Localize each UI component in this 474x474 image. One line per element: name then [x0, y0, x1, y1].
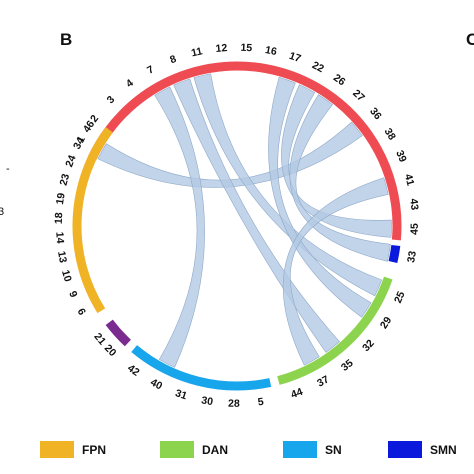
edge-number: 3 — [0, 206, 4, 218]
legend-label: FPN — [82, 443, 106, 457]
node-label: 29 — [378, 315, 395, 331]
chord-links — [97, 73, 392, 368]
node-label: 28 — [228, 398, 240, 410]
node-label: 44 — [289, 386, 304, 401]
node-label: 11 — [190, 45, 204, 59]
node-label: 5 — [257, 396, 265, 409]
node-label: 12 — [215, 42, 228, 55]
node-label: 32 — [360, 337, 377, 354]
node-label: 25 — [392, 289, 408, 305]
node-label: 43 — [407, 198, 420, 211]
node-label: 13 — [55, 250, 69, 264]
legend-label: DAN — [202, 443, 228, 457]
legend-swatch — [40, 441, 74, 458]
node-label: 15 — [240, 42, 252, 55]
network-arcs — [72, 61, 402, 391]
node-label: 22 — [310, 59, 326, 75]
legend-label: SMN — [430, 443, 457, 457]
chord-link — [154, 86, 205, 368]
arc-fpn — [72, 127, 113, 314]
node-label: 30 — [200, 394, 214, 408]
legend-swatch — [160, 441, 194, 458]
node-label: 1 — [74, 134, 87, 145]
node-label: 8 — [168, 53, 178, 66]
node-label: 39 — [393, 149, 409, 165]
node-label: 40 — [148, 376, 164, 392]
node-label: 19 — [54, 192, 68, 206]
node-label: 7 — [145, 63, 156, 76]
node-label: 24 — [63, 153, 78, 168]
legend-label: SN — [325, 443, 342, 457]
arc-red — [87, 61, 402, 241]
node-label: 37 — [315, 373, 331, 389]
arc-smn — [388, 244, 401, 264]
node-label: 27 — [350, 87, 367, 104]
node-label: 26 — [331, 72, 348, 89]
node-label: 10 — [59, 269, 74, 284]
arc-dan — [277, 276, 393, 385]
panel-label: B — [60, 30, 72, 49]
node-label: 20 — [102, 342, 119, 359]
node-label: 31 — [174, 387, 189, 402]
node-label: 21 — [91, 331, 108, 348]
edge-letter: C — [466, 30, 474, 49]
node-label: 33 — [405, 250, 419, 264]
chord-link — [282, 177, 389, 366]
node-label: 14 — [53, 231, 66, 244]
node-label: 4 — [124, 77, 136, 90]
edge-dot: - — [6, 163, 10, 175]
chord-link — [173, 78, 340, 353]
node-label: 34 — [71, 135, 87, 151]
chord-link — [289, 94, 391, 262]
node-label: 17 — [288, 50, 303, 65]
legend-swatch — [283, 441, 317, 458]
node-label: 42 — [125, 362, 142, 379]
arc-sn — [131, 345, 272, 391]
node-label: 46 — [81, 118, 98, 135]
node-label: 41 — [402, 173, 417, 188]
node-label: 45 — [409, 223, 421, 235]
node-label: 9 — [66, 289, 79, 299]
legend: FPN DAN SN SMN — [40, 441, 457, 458]
node-label: 16 — [264, 44, 278, 58]
node-label: 18 — [53, 212, 66, 224]
chord-link — [268, 76, 372, 318]
chord-link — [281, 84, 392, 238]
node-label: 35 — [339, 357, 356, 374]
node-label: 23 — [58, 172, 73, 187]
legend-swatch — [388, 441, 422, 458]
node-label: 3 — [105, 94, 118, 107]
chord-link — [193, 73, 383, 297]
node-label: 38 — [382, 126, 398, 142]
arc-purple — [105, 319, 131, 347]
node-label: 36 — [367, 106, 384, 123]
node-label: 6 — [75, 306, 88, 317]
